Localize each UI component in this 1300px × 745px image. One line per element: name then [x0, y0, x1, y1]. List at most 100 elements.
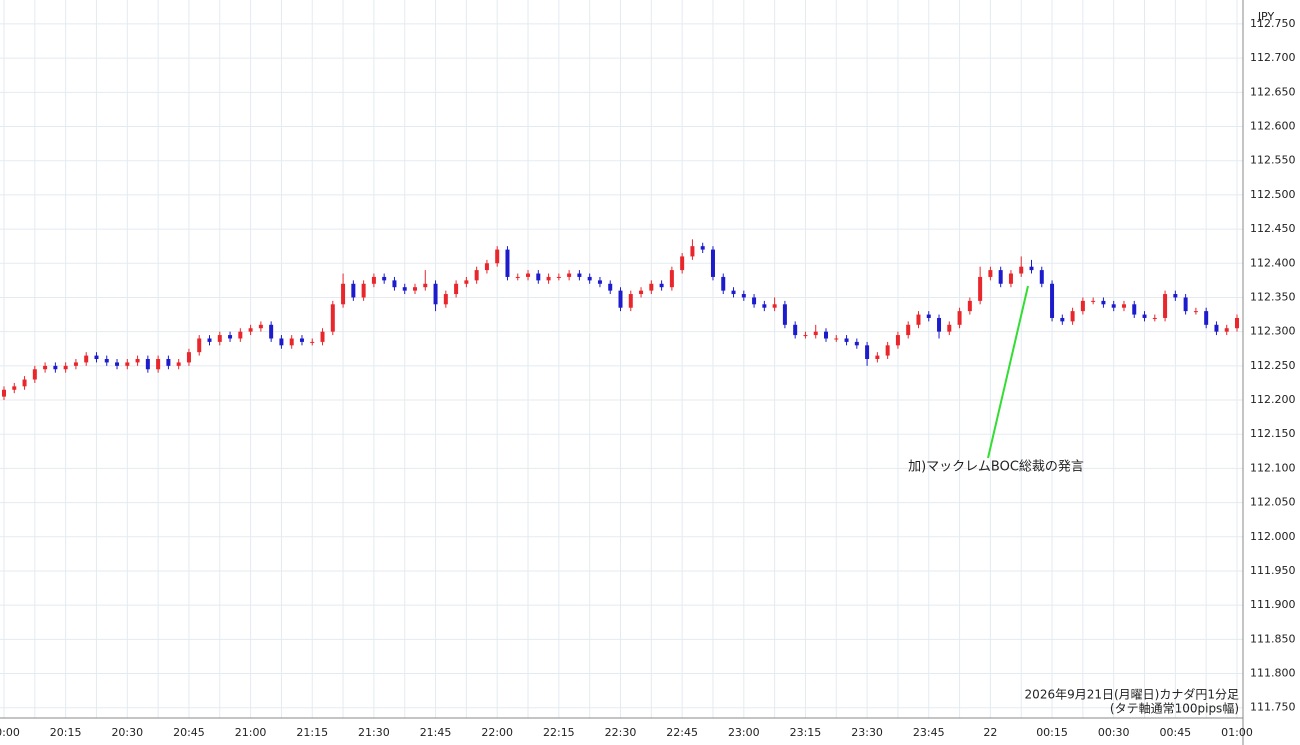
candle-body: [895, 335, 900, 346]
x-tick-label: 21:00: [235, 726, 267, 739]
candle-body: [967, 300, 972, 312]
candle-body: [834, 338, 839, 340]
candle-body: [371, 276, 376, 284]
candle-body: [1091, 300, 1096, 302]
candle-body: [330, 304, 335, 332]
candle-body: [957, 311, 962, 325]
candle-body: [988, 270, 993, 277]
x-tick-label: 00:45: [1159, 726, 1191, 739]
candle-body: [94, 355, 99, 359]
candle-body: [73, 362, 78, 366]
candle-body: [1050, 283, 1055, 318]
candle-body: [238, 331, 243, 339]
y-tick-label: 112.400: [1250, 256, 1296, 269]
currency-label: JPY: [1257, 10, 1275, 23]
x-tick-label: 22: [983, 726, 997, 739]
candle-body: [176, 362, 181, 366]
candle-body: [1235, 317, 1239, 329]
y-tick-label: 111.850: [1250, 632, 1296, 645]
candle-body: [310, 341, 315, 343]
candle-body: [43, 365, 48, 370]
y-tick-label: 112.500: [1250, 188, 1296, 201]
candle-body: [156, 359, 161, 370]
candle-body: [1132, 304, 1137, 315]
candle-body: [772, 304, 777, 308]
y-tick-label: 111.750: [1250, 701, 1296, 714]
candle-body: [567, 273, 572, 277]
candle-body: [731, 290, 736, 295]
y-tick-label: 112.650: [1250, 85, 1296, 98]
candle-body: [885, 345, 890, 356]
x-tick-label: 21:15: [296, 726, 328, 739]
candle-body: [680, 256, 685, 271]
y-tick-label: 112.350: [1250, 290, 1296, 303]
candle-body: [474, 270, 479, 281]
candle-body: [1019, 266, 1024, 274]
candle-body: [752, 297, 757, 305]
candle-body: [258, 324, 263, 329]
x-tick-label: 22:00: [481, 726, 513, 739]
candles: [2, 239, 1239, 401]
candle-body: [413, 287, 417, 291]
footnote: 2026年9月21日(月曜日)カナダ円1分足: [1025, 687, 1239, 702]
candle-body: [505, 249, 510, 277]
candle-body: [392, 280, 397, 288]
candle-body: [1224, 328, 1229, 332]
y-tick-label: 112.150: [1250, 427, 1296, 440]
candle-body: [1039, 270, 1044, 284]
candle-body: [454, 283, 459, 295]
candle-body: [207, 338, 212, 342]
candle-body: [669, 270, 674, 288]
x-tick-label: 00:15: [1036, 726, 1068, 739]
candle-body: [916, 314, 921, 325]
candle-body: [782, 304, 787, 325]
x-tick-label: 21:30: [358, 726, 390, 739]
y-tick-label: 112.450: [1250, 222, 1296, 235]
x-tick-label: 22:15: [543, 726, 575, 739]
candle-body: [639, 290, 644, 295]
candle-body: [803, 335, 808, 337]
candle-body: [63, 365, 68, 370]
candle-body: [1152, 317, 1157, 319]
y-tick-label: 112.550: [1250, 154, 1296, 167]
candle-body: [269, 324, 274, 339]
y-tick-label: 112.200: [1250, 393, 1296, 406]
y-tick-label: 112.050: [1250, 496, 1296, 509]
candle-body: [741, 294, 746, 298]
x-tick-label: 22:30: [605, 726, 637, 739]
candle-body: [484, 263, 489, 271]
candle-body: [443, 294, 448, 305]
candle-body: [824, 331, 828, 339]
candle-body: [1101, 300, 1106, 305]
candle-body: [515, 276, 520, 278]
x-tick-label: 22:45: [666, 726, 698, 739]
candle-body: [1142, 314, 1147, 318]
candle-body: [1173, 294, 1178, 298]
footnote: (タテ軸通常100pips幅): [1110, 701, 1239, 716]
candle-body: [608, 283, 613, 291]
candle-body: [556, 276, 561, 278]
candle-body: [104, 359, 109, 363]
x-tick-label: 01:00: [1221, 726, 1253, 739]
candle-body: [998, 270, 1003, 284]
candle-body: [84, 355, 89, 363]
annotation: 加)マックレムBOC総裁の発言: [908, 459, 1084, 475]
candle-body: [135, 359, 140, 363]
candle-body: [762, 304, 767, 308]
candle-body: [1121, 304, 1126, 308]
candle-body: [145, 359, 150, 370]
candle-body: [926, 314, 931, 318]
candle-body: [22, 379, 27, 387]
candle-body: [1060, 317, 1065, 322]
x-tick-label: 20:30: [111, 726, 143, 739]
candle-body: [115, 362, 120, 366]
candle-body: [865, 345, 870, 359]
y-tick-label: 112.300: [1250, 325, 1296, 338]
x-tick-label: 20:45: [173, 726, 205, 739]
candle-body: [495, 249, 500, 264]
candle-body: [53, 365, 58, 370]
candle-body: [526, 273, 531, 277]
candle-body: [289, 338, 294, 346]
y-tick-label: 112.100: [1250, 461, 1296, 474]
candle-body: [1111, 304, 1116, 308]
